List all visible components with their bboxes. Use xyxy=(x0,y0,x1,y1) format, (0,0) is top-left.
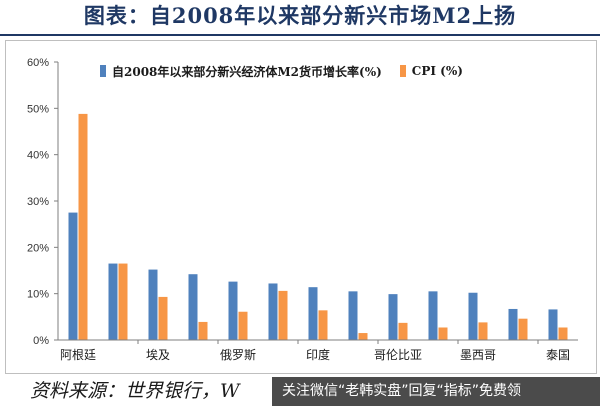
x-category-label: 印度 xyxy=(306,347,330,362)
legend-item-cpi: CPI (%) xyxy=(399,64,463,78)
bar-m2 xyxy=(428,291,438,340)
bar-m2 xyxy=(508,308,518,340)
title-underline xyxy=(0,34,600,36)
y-tick-label: 60% xyxy=(27,57,49,69)
legend: 自2008年以来部分新兴经济体M2货币增长率(%) CPI (%) xyxy=(100,62,481,80)
bar-cpi xyxy=(198,321,208,340)
bar-m2 xyxy=(108,263,118,340)
x-category-label: 埃及 xyxy=(146,348,170,362)
bar-cpi xyxy=(158,296,168,340)
bar-cpi xyxy=(238,311,248,340)
y-tick-label: 20% xyxy=(27,242,49,254)
x-category-label: 俄罗斯 xyxy=(220,348,256,362)
wechat-banner: 关注微信“老韩实盘”回复“指标”免费领 xyxy=(272,377,600,406)
bar-chart: 0% 10% 20% 30% 40% 50% 60% 阿根廷 埃及 俄罗斯 印度 哥伦比亚 墨西哥 泰国 xyxy=(27,57,578,362)
bar-m2 xyxy=(228,281,238,340)
bar-m2 xyxy=(148,269,158,340)
legend-swatch-cpi xyxy=(399,65,406,77)
bar-cpi xyxy=(478,322,488,340)
legend-label-m2: 自2008年以来部分新兴经济体M2货币增长率(%) xyxy=(112,64,382,79)
y-tick-label: 40% xyxy=(27,150,49,162)
bar-m2 xyxy=(348,291,358,340)
bar-m2 xyxy=(308,287,318,340)
bar-cpi xyxy=(118,263,128,340)
bar-m2 xyxy=(68,212,78,340)
bar-cpi xyxy=(78,113,88,340)
bar-cpi xyxy=(318,310,328,340)
bar-m2 xyxy=(188,274,198,340)
y-tick-label: 0% xyxy=(33,335,49,347)
x-category-label: 阿根廷 xyxy=(60,348,96,362)
bar-m2 xyxy=(268,283,278,340)
chart-title: 图表：自2008年以来部分新兴市场M2上扬 xyxy=(83,3,517,28)
bar-m2 xyxy=(548,309,558,340)
y-tick-label: 10% xyxy=(27,289,49,301)
bar-cpi xyxy=(438,327,448,340)
footer: 资料来源：世界银行，W 关注微信“老韩实盘”回复“指标”免费领 xyxy=(0,374,600,407)
y-axis: 0% 10% 20% 30% 40% 50% 60% xyxy=(27,57,59,347)
legend-swatch-m2 xyxy=(100,65,106,77)
bars-group xyxy=(68,113,568,340)
x-category-label: 泰国 xyxy=(546,348,570,362)
legend-label-cpi: CPI (%) xyxy=(411,64,463,78)
bar-cpi xyxy=(398,322,408,340)
bar-m2 xyxy=(388,294,398,340)
x-category-label: 墨西哥 xyxy=(460,348,496,362)
source-note: 资料来源：世界银行，W xyxy=(30,380,240,402)
bar-cpi xyxy=(558,327,568,340)
bar-cpi xyxy=(358,333,368,340)
bar-m2 xyxy=(468,292,478,340)
y-tick-label: 30% xyxy=(27,196,49,208)
bar-cpi xyxy=(518,318,528,340)
y-tick-label: 50% xyxy=(27,103,49,115)
legend-item-m2: 自2008年以来部分新兴经济体M2货币增长率(%) xyxy=(100,63,382,80)
bar-cpi xyxy=(278,290,288,340)
chart-frame xyxy=(5,40,597,374)
x-axis: 阿根廷 埃及 俄罗斯 印度 哥伦比亚 墨西哥 泰国 xyxy=(58,339,578,362)
x-category-label: 哥伦比亚 xyxy=(374,347,422,362)
